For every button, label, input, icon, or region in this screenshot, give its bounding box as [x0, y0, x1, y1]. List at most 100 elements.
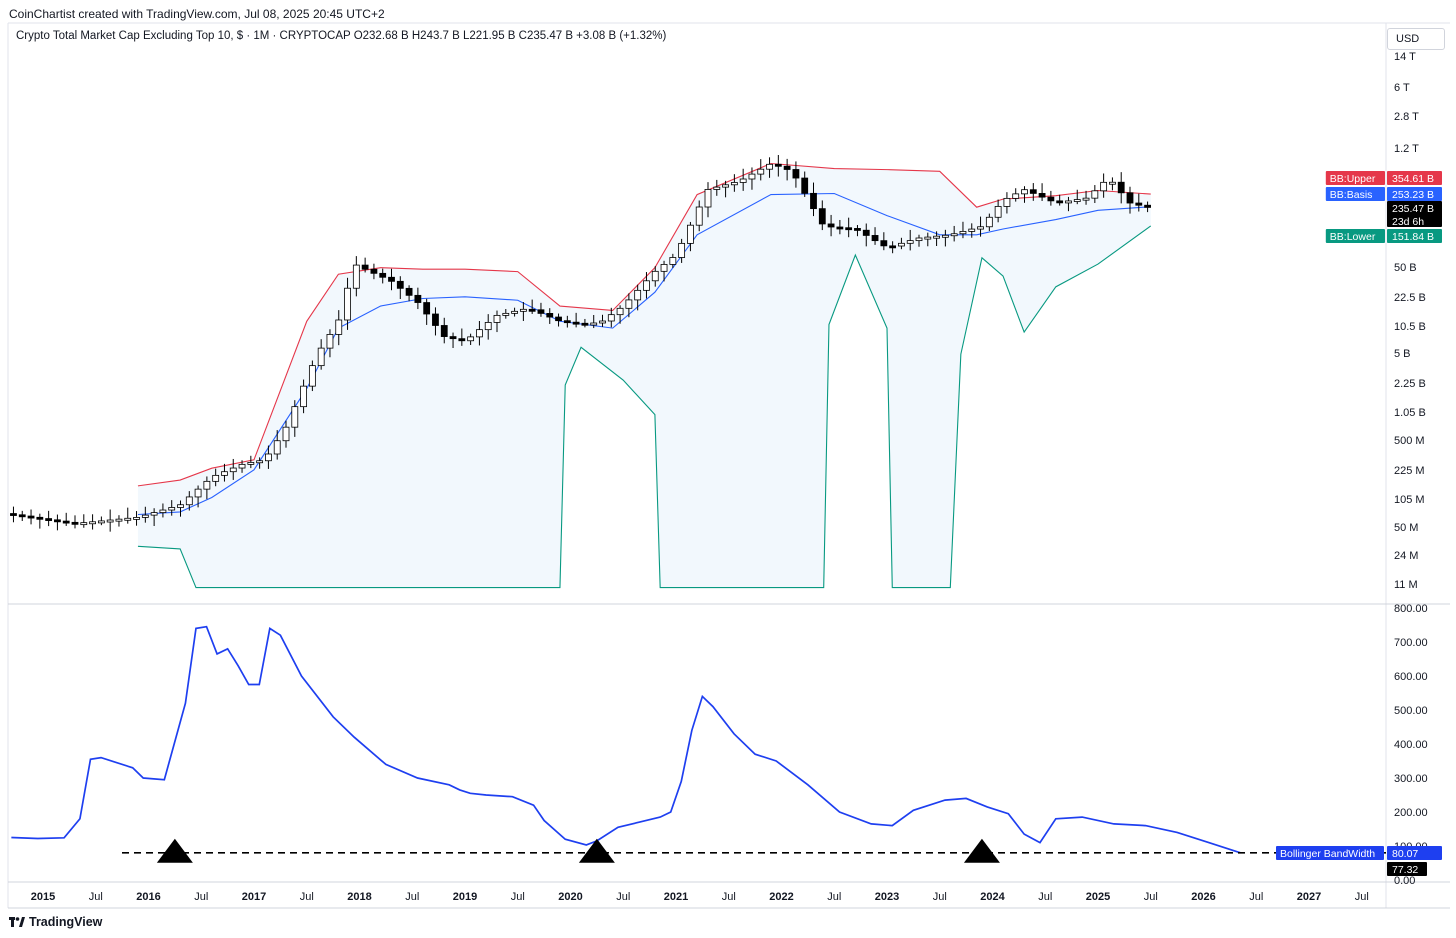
- candle-bull: [194, 488, 202, 498]
- candle-bull: [678, 242, 686, 258]
- indicator-tick-label: 200.00: [1394, 807, 1428, 819]
- candle-bull: [519, 308, 527, 312]
- candle-bull: [282, 426, 290, 442]
- candle-bull: [1003, 197, 1011, 207]
- candle-bear: [774, 163, 782, 167]
- price-tag-value: 253.23 B: [1392, 189, 1434, 201]
- squeeze-marker: [578, 838, 615, 863]
- time-tick-label: Jul: [1355, 891, 1369, 903]
- candle-bull: [607, 314, 615, 322]
- candle-bear: [581, 322, 589, 326]
- candle-bull: [212, 474, 220, 482]
- candle-bull: [273, 440, 281, 455]
- indicator-tick-label: 0.00: [1394, 875, 1415, 887]
- price-tick-label: 22.5 B: [1394, 292, 1426, 304]
- candle-bear: [396, 280, 404, 289]
- time-tick-label: 2015: [31, 891, 55, 903]
- bollinger-band-fill: [137, 163, 1151, 588]
- indicator-tick-label: 500.00: [1394, 705, 1428, 717]
- candle-bear: [827, 223, 835, 228]
- candle-bear: [836, 226, 844, 230]
- price-tick-label: 14 T: [1394, 51, 1416, 63]
- candle-bull: [1100, 181, 1108, 192]
- candle-bull: [660, 264, 668, 272]
- candle-bull: [150, 512, 158, 516]
- candle-bear: [414, 294, 422, 303]
- candle-bull: [352, 264, 360, 289]
- squeeze-marker: [156, 838, 193, 863]
- candle-bull: [291, 406, 299, 428]
- price-tick-label: 10.5 B: [1394, 321, 1426, 333]
- time-tick-label: 2023: [875, 891, 899, 903]
- candle-bull: [317, 347, 325, 367]
- time-tick-label: 2026: [1191, 891, 1215, 903]
- indicator-tick-label: 400.00: [1394, 739, 1428, 751]
- candle-bear: [871, 235, 879, 242]
- candle-bull: [616, 307, 624, 316]
- candle-bull: [221, 471, 228, 476]
- threshold-value-tag: 77.32: [1387, 862, 1427, 876]
- candle-bull: [300, 385, 307, 408]
- price-tick-label: 6 T: [1394, 82, 1410, 94]
- tradingview-logo[interactable]: TradingView: [9, 915, 102, 929]
- candle-bull: [467, 336, 475, 342]
- bandwidth-name-box: [1276, 846, 1384, 860]
- bandwidth-value-tag: 80.07: [1387, 846, 1442, 860]
- chart-attribution: CoinChartist created with TradingView.co…: [9, 7, 385, 21]
- price-tag-bb-basis[interactable]: 253.23 B BB:Basis: [1325, 187, 1442, 201]
- currency-selector[interactable]: USD: [1387, 28, 1445, 50]
- candle-bear: [818, 208, 826, 225]
- candle-bull: [634, 289, 642, 301]
- candle-bull: [344, 287, 351, 321]
- candle-bull: [484, 322, 492, 331]
- candle-bull: [256, 460, 264, 464]
- time-tick-label: 2027: [1297, 891, 1321, 903]
- candle-bear: [792, 169, 800, 179]
- time-tick-label: 2019: [453, 891, 477, 903]
- candle-bull: [933, 235, 940, 239]
- time-tick-label: Jul: [722, 891, 736, 903]
- time-tick-label: 2021: [664, 891, 688, 903]
- time-tick-label: Jul: [405, 891, 419, 903]
- candle-bull: [203, 480, 211, 490]
- price-tick-label: 50 B: [1394, 262, 1417, 274]
- candle-bull: [141, 514, 149, 518]
- candle-bull: [757, 168, 765, 175]
- tradingview-logo-icon: [9, 917, 25, 927]
- candle-bear: [27, 515, 35, 519]
- candle-bull: [898, 242, 905, 247]
- time-tick-label: Jul: [616, 891, 630, 903]
- time-tick-label: 2016: [136, 891, 160, 903]
- time-tick-label: 2020: [558, 891, 582, 903]
- candle-bull: [177, 504, 184, 508]
- candle-bull: [115, 518, 123, 522]
- candle-bear: [854, 228, 861, 231]
- candle-bull: [625, 299, 633, 309]
- candle-bear: [862, 229, 870, 236]
- candle-bull: [308, 365, 316, 387]
- price-tag-value-box: [1387, 201, 1442, 227]
- bb-basis-line: [137, 192, 1151, 516]
- candle-bear: [801, 177, 809, 194]
- price-tick-label: 2.25 B: [1394, 378, 1426, 390]
- candle-bull: [748, 173, 756, 180]
- time-tick-label: 2024: [980, 891, 1005, 903]
- time-tick-label: 2025: [1086, 891, 1110, 903]
- price-tag-bb-upper[interactable]: 354.61 B BB:Upper: [1325, 171, 1442, 185]
- candle-bull: [643, 280, 650, 291]
- threshold-value: 77.32: [1392, 864, 1418, 876]
- price-tick-label: 105 M: [1394, 494, 1425, 506]
- candle-bull: [687, 224, 694, 244]
- candle-bull: [906, 240, 914, 244]
- candle-bear: [1126, 192, 1134, 204]
- price-tag-bb-lower[interactable]: 151.84 B BB:Lower: [1325, 229, 1442, 243]
- candle-bull: [713, 186, 721, 190]
- candle-bull: [80, 522, 88, 526]
- candle-bear: [537, 309, 545, 314]
- symbol-header[interactable]: Crypto Total Market Cap Excluding Top 10…: [16, 30, 667, 42]
- bb-lower-line: [137, 225, 1152, 589]
- candle-bear: [880, 240, 888, 247]
- candle-bull: [766, 163, 773, 170]
